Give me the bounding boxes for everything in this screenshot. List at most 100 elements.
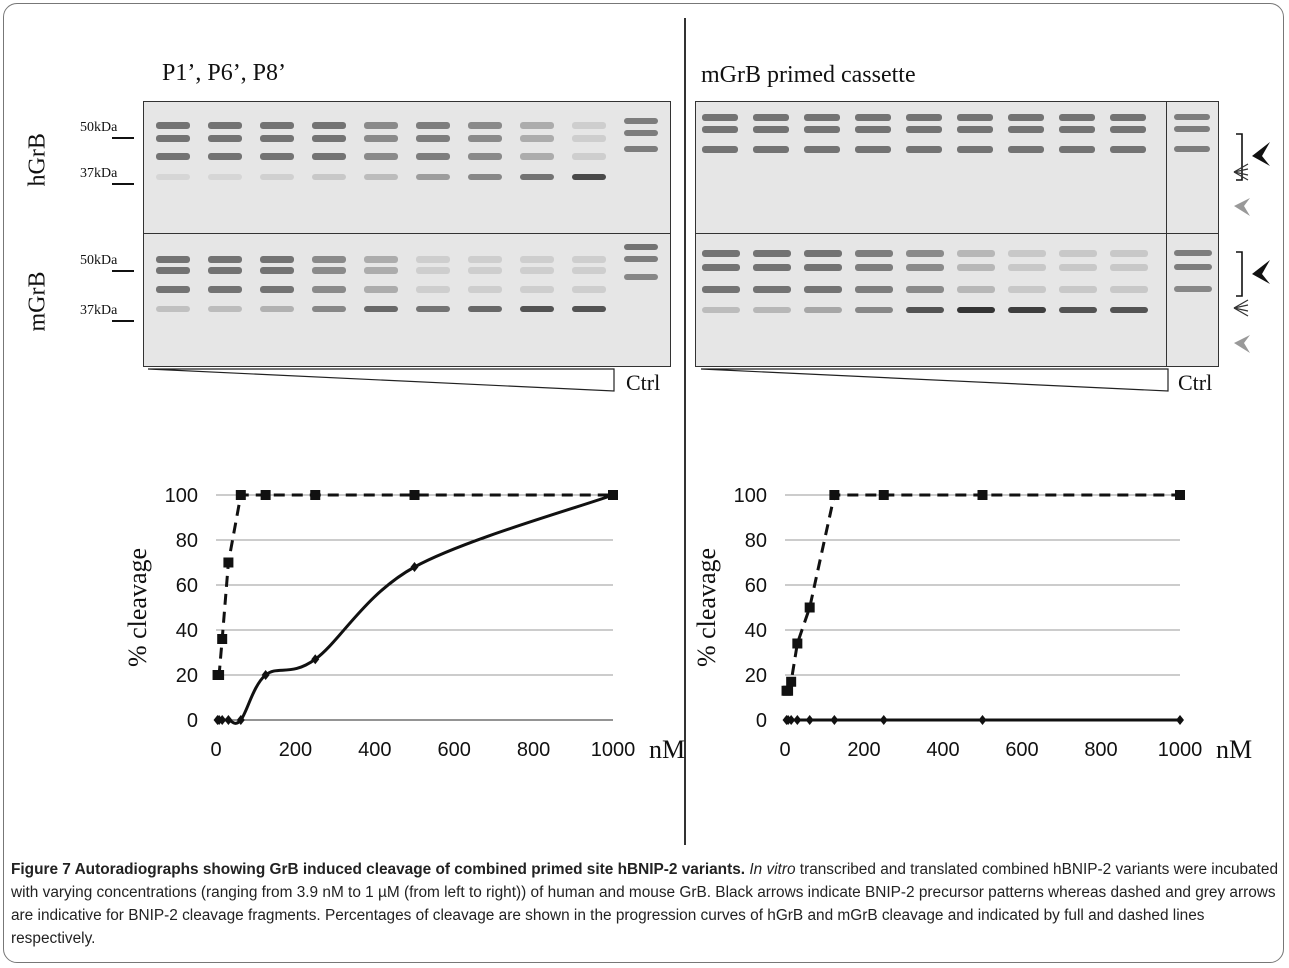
gel-band bbox=[468, 267, 502, 274]
gel-band bbox=[855, 286, 893, 293]
data-point-square bbox=[878, 490, 889, 500]
concentration-wedge-right bbox=[701, 368, 1169, 392]
x-tick-label: 600 bbox=[438, 739, 471, 761]
gel-band bbox=[156, 286, 190, 293]
gel-band bbox=[855, 146, 891, 153]
ctrl-label-right: Ctrl bbox=[1178, 370, 1213, 395]
gel-band bbox=[208, 286, 242, 293]
caption-title: Figure 7 Autoradiographs showing GrB ind… bbox=[11, 861, 746, 878]
gel-band bbox=[1059, 146, 1095, 153]
gel-band bbox=[804, 126, 840, 133]
gel-band bbox=[468, 286, 502, 293]
gel-band bbox=[208, 153, 242, 160]
gel-band bbox=[702, 307, 740, 313]
gel-band bbox=[906, 114, 942, 121]
gel-band bbox=[804, 286, 842, 293]
gel-band bbox=[1059, 126, 1095, 133]
grey-arrow-icon bbox=[1234, 198, 1250, 216]
gel-band bbox=[624, 130, 658, 136]
gel-band bbox=[572, 174, 606, 180]
gel-band bbox=[1110, 114, 1146, 121]
gel-band bbox=[260, 122, 294, 129]
gel-band bbox=[156, 256, 190, 263]
mw-37kda-bottom: 37kDa bbox=[80, 303, 118, 318]
data-point-diamond bbox=[218, 715, 227, 725]
gel-band bbox=[260, 256, 294, 263]
y-tick-label: 60 bbox=[745, 575, 767, 597]
gel-band bbox=[1110, 286, 1148, 293]
mw-tick bbox=[112, 270, 134, 272]
data-point-square bbox=[829, 490, 840, 500]
gel-band bbox=[1174, 286, 1212, 292]
data-point-diamond bbox=[978, 715, 987, 725]
gel-band bbox=[1174, 250, 1212, 256]
gel-band bbox=[416, 135, 450, 142]
gel-band bbox=[906, 307, 944, 313]
gel-band bbox=[1110, 264, 1148, 271]
gel-band bbox=[312, 122, 346, 129]
gel-band bbox=[855, 307, 893, 313]
gel-band bbox=[1059, 264, 1097, 271]
data-point-square bbox=[804, 602, 815, 613]
data-point-diamond bbox=[609, 490, 617, 500]
x-tick-label: 400 bbox=[358, 739, 391, 761]
gel-band bbox=[1110, 250, 1148, 257]
y-tick-label: 40 bbox=[745, 620, 767, 642]
y-tick-label: 0 bbox=[187, 710, 198, 732]
gel-band bbox=[855, 264, 893, 271]
gel-band bbox=[312, 267, 346, 274]
gel-band bbox=[906, 250, 944, 257]
gel-band bbox=[753, 114, 789, 121]
gel-band bbox=[468, 122, 502, 129]
gel-band bbox=[702, 146, 738, 153]
gel-band bbox=[156, 135, 190, 142]
gel-band bbox=[1059, 286, 1097, 293]
gel-band bbox=[1008, 307, 1046, 313]
gel-band bbox=[208, 256, 242, 263]
x-unit-label: nM bbox=[649, 735, 685, 764]
gel-band bbox=[957, 126, 993, 133]
gel-band bbox=[364, 135, 398, 142]
gel-band bbox=[156, 306, 190, 312]
y-tick-label: 80 bbox=[745, 530, 767, 552]
mw-50kda-bottom: 50kDa bbox=[80, 253, 118, 268]
data-point-diamond bbox=[805, 715, 814, 725]
mw-37kda-top: 37kDa bbox=[80, 166, 118, 181]
gel-band bbox=[572, 135, 606, 142]
gel-band bbox=[312, 286, 346, 293]
x-tick-label: 800 bbox=[517, 739, 550, 761]
gel-band bbox=[957, 264, 995, 271]
gel-band bbox=[957, 307, 995, 313]
precursor-bracket-bottom bbox=[1236, 251, 1243, 297]
gel-band bbox=[1174, 126, 1210, 132]
gel-band bbox=[312, 306, 346, 312]
gel-band bbox=[416, 153, 450, 160]
gel-band bbox=[312, 174, 346, 180]
gel-band bbox=[1110, 146, 1146, 153]
gel-band bbox=[520, 122, 554, 129]
gel-band bbox=[804, 146, 840, 153]
gel-ctrl-divider bbox=[1166, 102, 1168, 366]
gel-row-divider bbox=[696, 233, 1218, 235]
data-point-square bbox=[977, 490, 988, 500]
x-tick-label: 1000 bbox=[1158, 739, 1203, 761]
gel-band bbox=[624, 256, 658, 262]
x-tick-label: 200 bbox=[279, 739, 312, 761]
gel-band bbox=[753, 126, 789, 133]
caption-body: transcribed and translated combined hBNI… bbox=[11, 861, 1279, 947]
dashed-arrow-icon bbox=[1233, 299, 1249, 317]
mw-tick bbox=[112, 183, 134, 185]
gel-band bbox=[804, 264, 842, 271]
data-point-diamond bbox=[1176, 715, 1184, 725]
grey-arrow-icon bbox=[1234, 335, 1250, 353]
row-label-hgrb: hGrB bbox=[24, 133, 51, 187]
right-panel-title: mGrB primed cassette bbox=[701, 62, 916, 88]
gel-band bbox=[208, 306, 242, 312]
gel-band bbox=[260, 135, 294, 142]
left-panel-title: P1’, P6’, P8’ bbox=[162, 60, 287, 86]
gel-band bbox=[260, 174, 294, 180]
gel-band bbox=[416, 267, 450, 274]
gel-band bbox=[957, 286, 995, 293]
gel-row-mgrb bbox=[144, 234, 670, 366]
gel-band bbox=[1008, 114, 1044, 121]
